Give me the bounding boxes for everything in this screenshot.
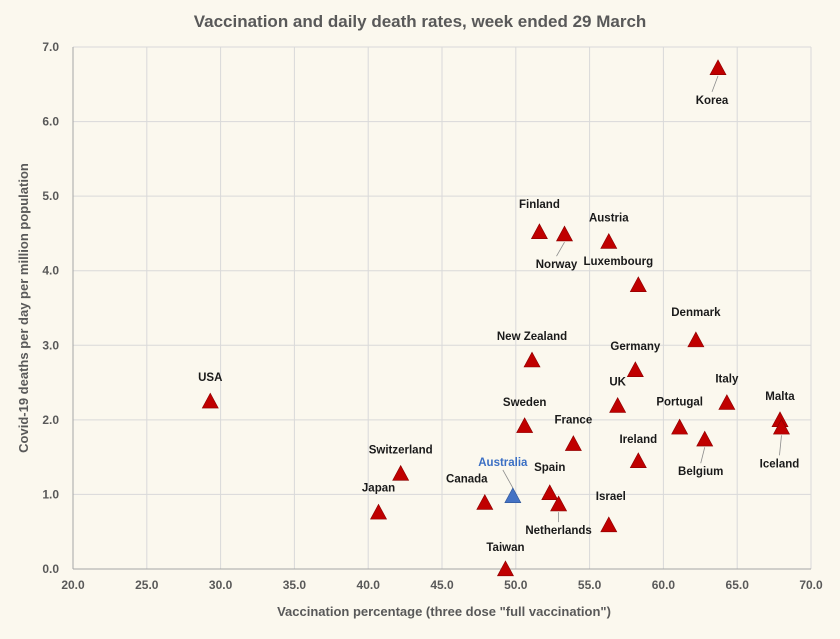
data-point-germany <box>626 361 644 377</box>
point-label: Canada <box>446 474 488 486</box>
data-point-portugal <box>671 418 689 435</box>
data-point-belgium <box>696 430 714 447</box>
y-tick-label: 2.0 <box>42 413 59 427</box>
data-point-luxembourg <box>629 276 647 292</box>
x-tick-label: 50.0 <box>504 578 528 592</box>
point-label: Taiwan <box>486 542 524 554</box>
data-point-usa <box>201 392 219 409</box>
point-label: Iceland <box>760 458 800 470</box>
point-label: Ireland <box>619 434 657 446</box>
data-point-korea <box>709 59 727 75</box>
leader-line <box>502 469 514 489</box>
data-point-austria <box>600 233 618 249</box>
data-point-ireland <box>629 452 647 468</box>
x-tick-label: 65.0 <box>726 578 750 592</box>
x-tick-label: 25.0 <box>135 578 159 592</box>
point-label: Australia <box>478 457 528 469</box>
data-point-denmark <box>687 331 705 348</box>
data-point-finland <box>530 223 548 240</box>
point-label: Denmark <box>671 307 721 319</box>
point-label: Malta <box>765 391 795 403</box>
point-label: Netherlands <box>525 525 591 537</box>
data-point-netherlands <box>550 495 568 512</box>
data-point-taiwan <box>496 560 514 577</box>
y-tick-label: 5.0 <box>42 189 59 203</box>
data-point-japan <box>370 503 388 520</box>
y-tick-label: 1.0 <box>42 487 59 501</box>
point-label: Japan <box>362 482 395 494</box>
x-tick-label: 70.0 <box>799 578 823 592</box>
point-label: Austria <box>589 213 629 225</box>
point-label: USA <box>198 372 222 384</box>
y-tick-label: 3.0 <box>42 338 59 352</box>
data-point-norway <box>556 225 574 242</box>
leader-line <box>700 447 706 464</box>
label-layer: Korea Finland Norway Austria Luxembourg Denma… <box>198 95 799 554</box>
point-label: Spain <box>534 462 565 474</box>
point-label: Israel <box>596 491 626 503</box>
data-point-switzerland <box>392 464 410 481</box>
point-label: Luxembourg <box>583 256 653 268</box>
leader-line <box>556 241 565 257</box>
point-label: Belgium <box>678 466 723 478</box>
point-label: Sweden <box>503 397 546 409</box>
data-point-spain <box>541 484 559 501</box>
data-point-iceland <box>772 418 790 435</box>
chart-title: Vaccination and daily death rates, week … <box>194 12 647 31</box>
point-label: Korea <box>696 95 729 107</box>
x-tick-label: 20.0 <box>61 578 85 592</box>
data-point-sweden <box>516 417 534 433</box>
x-tick-label: 55.0 <box>578 578 602 592</box>
leader-layer <box>502 75 782 523</box>
y-tick-label: 4.0 <box>42 264 59 278</box>
data-point-canada <box>476 494 494 510</box>
point-label: Finland <box>519 199 560 211</box>
y-axis-title: Covid-19 deaths per day per million popu… <box>16 163 31 453</box>
point-label: New Zealand <box>497 331 567 343</box>
point-label: Switzerland <box>369 445 433 457</box>
data-point-uk <box>609 397 627 413</box>
data-point-italy <box>718 394 736 410</box>
data-point-israel <box>600 516 618 533</box>
point-layer <box>201 59 790 577</box>
x-axis-title: Vaccination percentage (three dose "full… <box>277 604 611 619</box>
data-point-australia <box>504 487 522 504</box>
point-label: Norway <box>536 259 578 271</box>
y-tick-label: 7.0 <box>42 40 59 54</box>
leader-line <box>711 75 719 93</box>
leader-line <box>779 435 782 456</box>
tick-layer: 20.0 25.0 30.0 35.0 40.0 45.0 50.0 55.0 60.0 65.0… <box>42 40 823 592</box>
point-label: Portugal <box>656 396 703 408</box>
point-label: UK <box>609 377 626 389</box>
data-point-france <box>564 435 582 451</box>
point-label: Italy <box>715 374 739 386</box>
point-label: Germany <box>610 341 660 353</box>
x-tick-label: 35.0 <box>283 578 307 592</box>
x-tick-label: 30.0 <box>209 578 233 592</box>
y-tick-label: 6.0 <box>42 115 59 129</box>
x-tick-label: 40.0 <box>357 578 381 592</box>
point-label: France <box>555 415 593 427</box>
data-point-new-zealand <box>523 351 541 368</box>
y-tick-label: 0.0 <box>42 562 59 576</box>
grid-layer <box>72 46 812 570</box>
x-tick-label: 45.0 <box>430 578 454 592</box>
x-tick-label: 60.0 <box>652 578 676 592</box>
